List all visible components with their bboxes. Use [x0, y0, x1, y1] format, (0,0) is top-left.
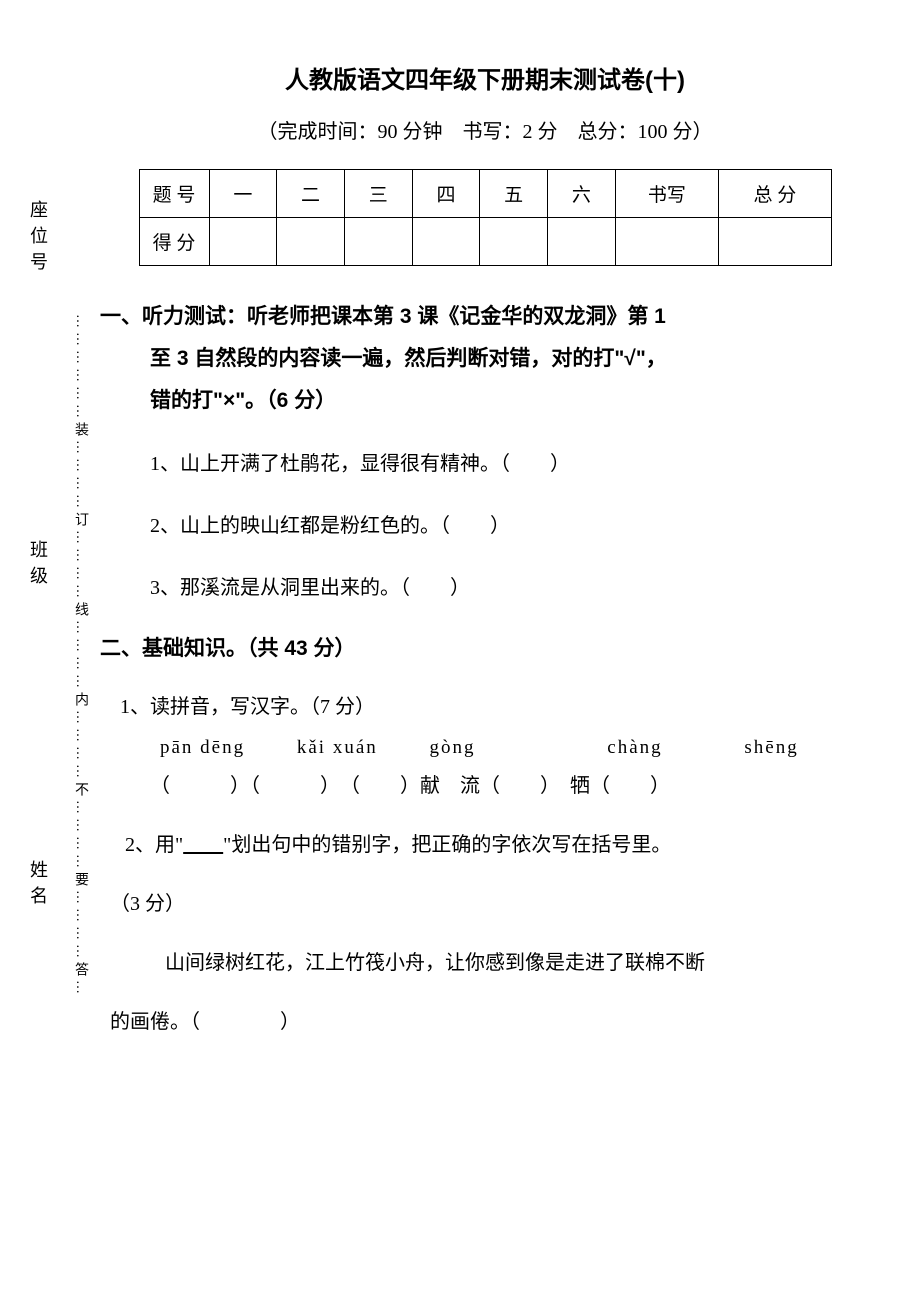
exam-subtitle: （完成时间：90 分钟 书写：2 分 总分：100 分） — [100, 115, 870, 144]
sub-question-2: 2、用" "划出句中的错别字，把正确的字依次写在括号里。 — [125, 823, 870, 867]
question-item: 2、山上的映山红都是粉红色的。（ ） — [150, 504, 870, 548]
table-cell — [615, 218, 718, 266]
pinyin-item: pān dēng — [160, 737, 245, 759]
text-part: 2、用" — [125, 834, 183, 856]
table-cell: 得 分 — [139, 218, 209, 266]
pinyin-item: chàng — [607, 737, 662, 759]
table-cell: 题 号 — [139, 170, 209, 218]
table-cell: 四 — [412, 170, 480, 218]
table-cell — [209, 218, 277, 266]
table-cell: 二 — [277, 170, 345, 218]
table-cell: 总 分 — [719, 170, 831, 218]
sentence-text: 山间绿树红花，江上竹筏小舟，让你感到像是走进了联棉不断 — [125, 941, 870, 985]
underline-blank — [183, 823, 223, 867]
pinyin-item: kǎi xuán — [297, 737, 378, 759]
table-cell: 六 — [548, 170, 616, 218]
section-1-content: 1、山上开满了杜鹃花，显得很有精神。（ ） 2、山上的映山红都是粉红色的。（ ）… — [100, 442, 870, 610]
table-row: 题 号 一 二 三 四 五 六 书写 总 分 — [139, 170, 831, 218]
table-cell — [480, 218, 548, 266]
table-cell — [719, 218, 831, 266]
pinyin-item: shēng — [744, 737, 798, 759]
pinyin-row: pān dēng kǎi xuán gòng chàng shēng — [160, 737, 870, 759]
seat-label: 座位号 — [25, 200, 51, 278]
section-1-heading: 一、听力测试：听老师把课本第 3 课《记金华的双龙洞》第 1 至 3 自然段的内… — [100, 296, 870, 422]
section-2-heading: 二、基础知识。（共 43 分） — [100, 628, 870, 670]
score-note: （3 分） — [110, 882, 870, 926]
table-cell — [412, 218, 480, 266]
table-cell — [548, 218, 616, 266]
heading-line: 至 3 自然段的内容读一遍，然后判断对错，对的打"√"， — [100, 338, 870, 380]
blank-row: （ ）（ ） （ ）献 流（ ） 牺（ ） — [150, 769, 870, 798]
exam-title: 人教版语文四年级下册期末测试卷(十) — [100, 60, 870, 95]
table-row: 得 分 — [139, 218, 831, 266]
name-label: 姓名 — [25, 860, 51, 912]
table-cell — [277, 218, 345, 266]
question-item: 3、那溪流是从洞里出来的。（ ） — [150, 566, 870, 610]
heading-line: 错的打"×"。（6 分） — [100, 380, 870, 422]
class-label: 班级 — [25, 540, 51, 592]
pinyin-item: gòng — [430, 737, 476, 759]
binding-line-text: ………………装…………订…………线…………内…………不…………要…………答… — [70, 60, 90, 1252]
table-cell: 一 — [209, 170, 277, 218]
table-cell: 书写 — [615, 170, 718, 218]
question-item: 1、山上开满了杜鹃花，显得很有精神。（ ） — [150, 442, 870, 486]
text-part: "划出句中的错别字，把正确的字依次写在括号里。 — [223, 834, 671, 856]
score-table: 题 号 一 二 三 四 五 六 书写 总 分 得 分 — [139, 169, 832, 266]
table-cell: 三 — [344, 170, 412, 218]
sub-question-1: 1、读拼音，写汉字。（7 分） — [120, 690, 870, 719]
heading-line: 一、听力测试：听老师把课本第 3 课《记金华的双龙洞》第 1 — [100, 296, 870, 338]
table-cell — [344, 218, 412, 266]
sentence-text: 的画倦。（ ） — [110, 1000, 870, 1044]
table-cell: 五 — [480, 170, 548, 218]
